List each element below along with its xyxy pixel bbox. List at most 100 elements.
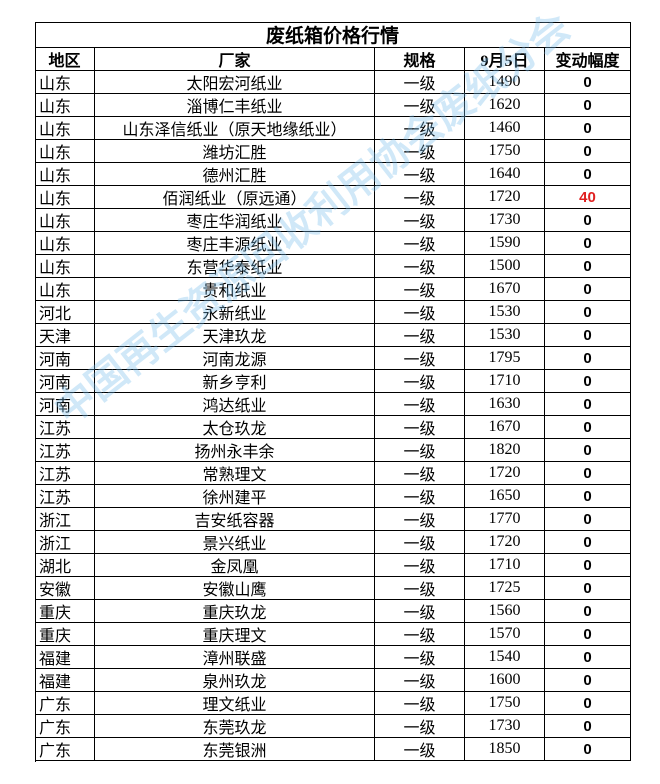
company-cell: 枣庄华润纸业 xyxy=(95,209,375,232)
region-cell: 重庆 xyxy=(35,600,95,623)
price-cell: 1670 xyxy=(465,416,545,439)
column-header: 规格 xyxy=(375,48,465,71)
price-cell: 1620 xyxy=(465,94,545,117)
column-header: 9月5日 xyxy=(465,48,545,71)
company-cell: 泉州玖龙 xyxy=(95,669,375,692)
company-cell: 山东泽信纸业（原天地缘纸业） xyxy=(95,117,375,140)
price-cell: 1725 xyxy=(465,577,545,600)
grade-cell: 一级 xyxy=(375,715,465,738)
grade-cell: 一级 xyxy=(375,163,465,186)
price-cell: 1730 xyxy=(465,715,545,738)
company-cell: 贵和纸业 xyxy=(95,278,375,301)
change-cell: 0 xyxy=(545,669,631,692)
price-cell: 1630 xyxy=(465,393,545,416)
grade-cell: 一级 xyxy=(375,738,465,761)
grade-cell: 一级 xyxy=(375,209,465,232)
price-cell: 1460 xyxy=(465,117,545,140)
price-cell: 1650 xyxy=(465,485,545,508)
region-cell: 重庆 xyxy=(35,623,95,646)
grade-cell: 一级 xyxy=(375,347,465,370)
price-cell: 1720 xyxy=(465,186,545,209)
region-cell: 江苏 xyxy=(35,462,95,485)
company-cell: 永新纸业 xyxy=(95,301,375,324)
company-cell: 景兴纸业 xyxy=(95,531,375,554)
grade-cell: 一级 xyxy=(375,600,465,623)
region-cell: 山东 xyxy=(35,117,95,140)
region-cell: 山东 xyxy=(35,232,95,255)
region-cell: 浙江 xyxy=(35,508,95,531)
price-cell: 1770 xyxy=(465,508,545,531)
change-cell: 0 xyxy=(545,623,631,646)
grade-cell: 一级 xyxy=(375,646,465,669)
grade-cell: 一级 xyxy=(375,255,465,278)
company-cell: 理文纸业 xyxy=(95,692,375,715)
region-cell: 江苏 xyxy=(35,485,95,508)
grade-cell: 一级 xyxy=(375,71,465,94)
region-cell: 广东 xyxy=(35,738,95,761)
company-cell: 天津玖龙 xyxy=(95,324,375,347)
price-cell: 1720 xyxy=(465,531,545,554)
price-cell: 1500 xyxy=(465,255,545,278)
price-cell: 1750 xyxy=(465,692,545,715)
region-cell: 湖北 xyxy=(35,554,95,577)
change-cell: 0 xyxy=(545,117,631,140)
grade-cell: 一级 xyxy=(375,117,465,140)
column-header: 变动幅度 xyxy=(545,48,631,71)
region-cell: 山东 xyxy=(35,209,95,232)
table-title: 废纸箱价格行情 xyxy=(35,22,631,48)
company-cell: 东营华泰纸业 xyxy=(95,255,375,278)
region-cell: 广东 xyxy=(35,692,95,715)
change-cell: 0 xyxy=(545,347,631,370)
change-cell: 0 xyxy=(545,232,631,255)
company-cell: 潍坊汇胜 xyxy=(95,140,375,163)
region-cell: 河南 xyxy=(35,370,95,393)
price-cell: 1710 xyxy=(465,554,545,577)
company-cell: 漳州联盛 xyxy=(95,646,375,669)
company-cell: 新乡亨利 xyxy=(95,370,375,393)
change-cell: 0 xyxy=(545,416,631,439)
change-cell: 40 xyxy=(545,186,631,209)
price-cell: 1490 xyxy=(465,71,545,94)
grade-cell: 一级 xyxy=(375,232,465,255)
region-cell: 安徽 xyxy=(35,577,95,600)
change-cell: 0 xyxy=(545,715,631,738)
price-cell: 1570 xyxy=(465,623,545,646)
change-cell: 0 xyxy=(545,71,631,94)
grade-cell: 一级 xyxy=(375,577,465,600)
company-cell: 徐州建平 xyxy=(95,485,375,508)
region-cell: 天津 xyxy=(35,324,95,347)
company-cell: 淄博仁丰纸业 xyxy=(95,94,375,117)
region-cell: 福建 xyxy=(35,669,95,692)
region-cell: 江苏 xyxy=(35,439,95,462)
region-cell: 山东 xyxy=(35,255,95,278)
region-cell: 福建 xyxy=(35,646,95,669)
company-cell: 鸿达纸业 xyxy=(95,393,375,416)
grade-cell: 一级 xyxy=(375,692,465,715)
grade-cell: 一级 xyxy=(375,531,465,554)
price-cell: 1540 xyxy=(465,646,545,669)
company-cell: 河南龙源 xyxy=(95,347,375,370)
grade-cell: 一级 xyxy=(375,140,465,163)
price-cell: 1730 xyxy=(465,209,545,232)
price-cell: 1530 xyxy=(465,324,545,347)
change-cell: 0 xyxy=(545,600,631,623)
column-header: 地区 xyxy=(35,48,95,71)
change-cell: 0 xyxy=(545,485,631,508)
change-cell: 0 xyxy=(545,531,631,554)
company-cell: 重庆理文 xyxy=(95,623,375,646)
price-cell: 1710 xyxy=(465,370,545,393)
change-cell: 0 xyxy=(545,324,631,347)
company-cell: 东莞银洲 xyxy=(95,738,375,761)
grade-cell: 一级 xyxy=(375,94,465,117)
grade-cell: 一级 xyxy=(375,554,465,577)
company-cell: 吉安纸容器 xyxy=(95,508,375,531)
column-header: 厂家 xyxy=(95,48,375,71)
region-cell: 江苏 xyxy=(35,416,95,439)
price-cell: 1850 xyxy=(465,738,545,761)
change-cell: 0 xyxy=(545,692,631,715)
change-cell: 0 xyxy=(545,94,631,117)
price-cell: 1590 xyxy=(465,232,545,255)
change-cell: 0 xyxy=(545,462,631,485)
grade-cell: 一级 xyxy=(375,393,465,416)
region-cell: 山东 xyxy=(35,163,95,186)
